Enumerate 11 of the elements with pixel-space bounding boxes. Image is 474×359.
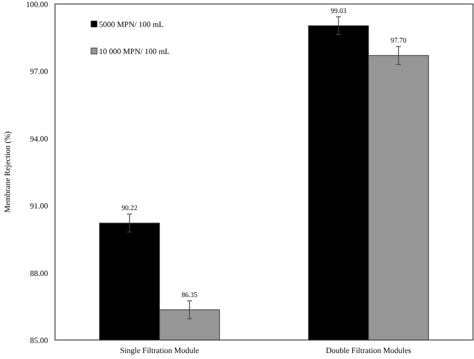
legend-label: 5000 MPN/ 100 mL	[99, 20, 164, 29]
y-tick-label: 97.00	[30, 67, 48, 76]
x-tick-label: Single Filtration Module	[120, 346, 200, 355]
y-axis-title: Membrane Rejection (%)	[3, 131, 12, 213]
y-tick-label: 88.00	[30, 268, 48, 278]
legend-label: 10 000 MPN/ 100 mL	[99, 47, 170, 56]
y-tick-label: 100.00	[26, 0, 48, 9]
x-tick-label: Double Filtration Modules	[326, 346, 412, 355]
y-tick-label: 85.00	[30, 336, 48, 345]
y-tick-label: 94.00	[30, 134, 48, 144]
y-tick-label: 91.00	[30, 202, 48, 211]
